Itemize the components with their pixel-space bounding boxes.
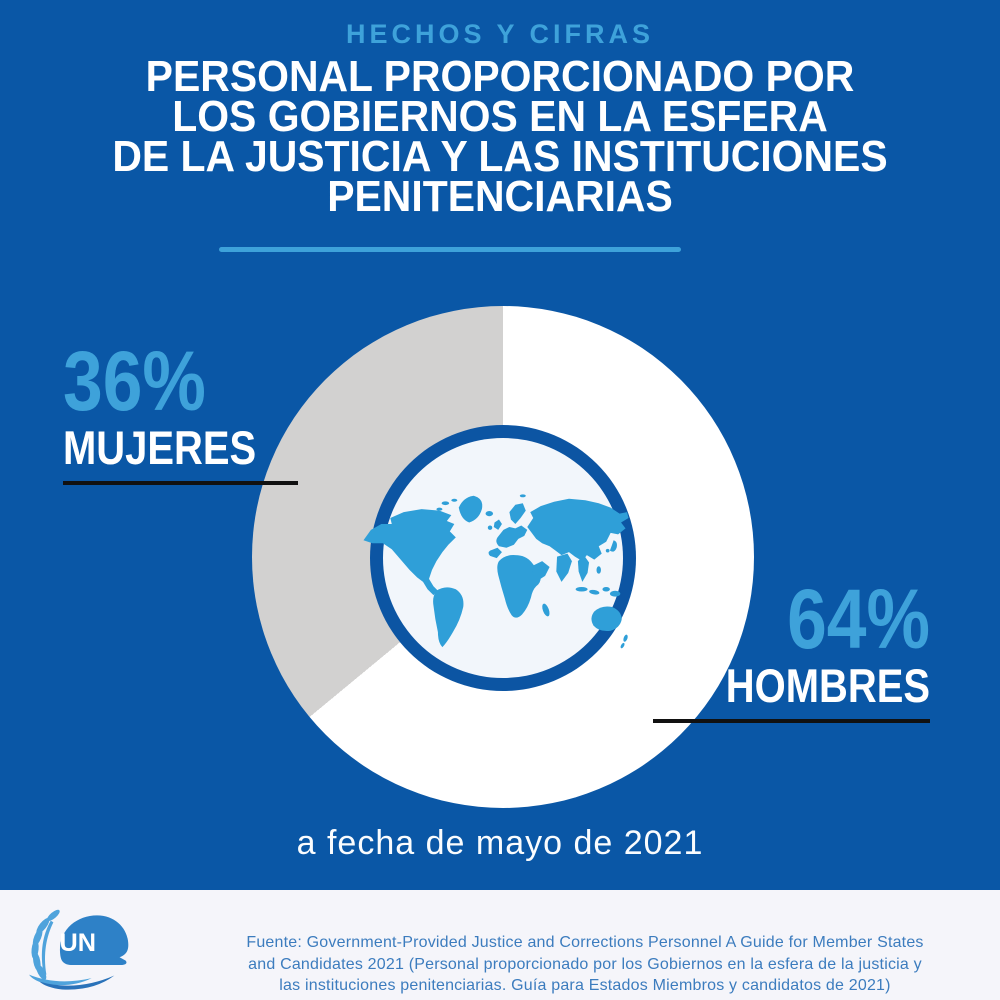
title-line-3: DE LA JUSTICIA Y LAS INSTITUCIONES <box>112 132 888 181</box>
men-percent: 64% <box>787 572 930 666</box>
title-line-4: PENITENCIARIAS <box>327 172 673 221</box>
un-logo-text: UN <box>60 929 97 957</box>
source-line-1: Fuente: Government-Provided Justice and … <box>246 934 924 951</box>
title-line-2: LOS GOBIERNOS EN LA ESFERA <box>172 92 828 141</box>
men-callout-line <box>653 718 930 723</box>
title-line-1: PERSONAL PROPORCIONADO POR <box>145 52 855 101</box>
women-percent: 36% <box>63 334 206 428</box>
source-line-2: and Candidates 2021 (Personal proporcion… <box>248 955 922 973</box>
footer: UN Fuente: Government-Provided Justice a… <box>0 890 1000 1000</box>
label-women: 36% MUJERES <box>63 334 298 485</box>
title-divider <box>219 247 681 252</box>
page-title: PERSONAL PROPORCIONADO POR LOS GOBIERNOS… <box>35 52 965 221</box>
source-line-3: las instituciones penitenciarias. Guía p… <box>279 977 891 994</box>
un-helmet-logo-icon: UN <box>28 909 129 990</box>
label-men: 64% HOMBRES <box>653 572 930 723</box>
men-category: HOMBRES <box>725 658 930 712</box>
women-callout-line <box>63 480 298 485</box>
source-text: Fuente: Government-Provided Justice and … <box>190 932 980 997</box>
as-of-date: a fecha de mayo de 2021 <box>296 824 704 862</box>
women-category: MUJERES <box>63 420 257 474</box>
world-map-icon <box>363 494 629 649</box>
eyebrow-text: HECHOS Y CIFRAS <box>345 19 655 49</box>
